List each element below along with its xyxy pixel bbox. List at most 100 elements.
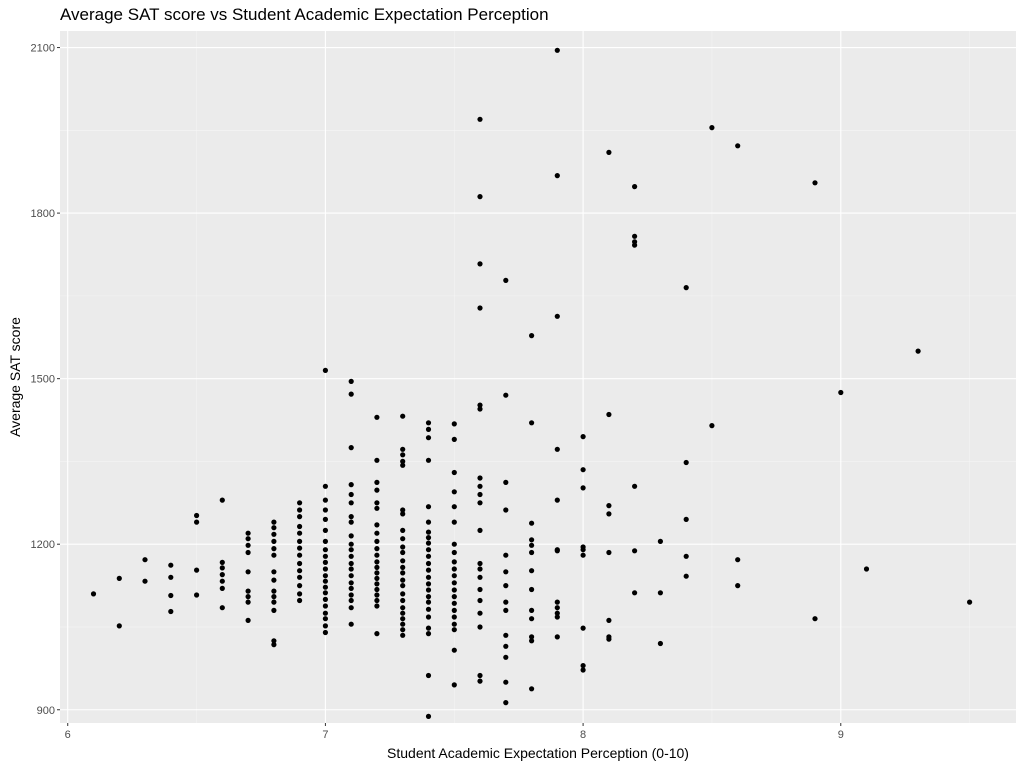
data-point: [400, 591, 406, 597]
y-tick-label: 2100: [31, 43, 55, 55]
data-point: [503, 583, 509, 589]
data-point: [168, 592, 174, 599]
data-point: [529, 586, 535, 593]
data-point: [451, 489, 457, 495]
data-point: [271, 577, 277, 583]
data-point: [451, 566, 457, 572]
data-point: [425, 553, 432, 559]
data-point: [477, 574, 483, 580]
data-point: [348, 500, 354, 506]
data-point: [322, 584, 328, 590]
data-point: [735, 143, 741, 149]
data-point: [580, 434, 586, 440]
data-point: [194, 512, 200, 519]
data-point: [322, 559, 328, 566]
data-point: [219, 605, 225, 611]
data-point: [529, 333, 535, 339]
data-point: [477, 610, 483, 616]
data-point: [477, 500, 483, 506]
data-point: [477, 305, 483, 311]
data-point: [348, 541, 354, 547]
data-point: [529, 420, 535, 426]
data-point: [580, 485, 586, 491]
data-point: [451, 580, 457, 586]
data-point: [400, 549, 406, 556]
data-point: [400, 616, 406, 622]
data-point: [322, 367, 328, 373]
data-point: [425, 672, 432, 679]
data-point: [297, 597, 303, 604]
data-point: [554, 610, 560, 616]
data-point: [374, 530, 380, 536]
x-axis-label: Student Academic Expectation Perception …: [387, 745, 689, 761]
data-point: [477, 597, 483, 604]
data-point: [297, 568, 303, 574]
data-point: [425, 426, 432, 432]
data-point: [477, 491, 483, 498]
data-point: [451, 600, 457, 606]
data-point: [245, 599, 251, 605]
x-tick-label: 6: [65, 729, 71, 741]
data-point: [245, 588, 251, 594]
data-point: [606, 411, 612, 418]
data-point: [348, 514, 354, 520]
data-point: [322, 538, 328, 545]
data-point: [632, 548, 638, 554]
data-point: [451, 573, 457, 579]
data-point: [503, 700, 509, 706]
data-point: [374, 631, 380, 637]
data-point: [219, 565, 225, 571]
data-point: [425, 457, 432, 463]
data-point: [503, 607, 509, 614]
data-point: [400, 558, 406, 564]
data-point: [322, 610, 328, 616]
data-point: [400, 462, 406, 468]
data-point: [451, 594, 457, 600]
data-point: [477, 624, 483, 630]
data-point: [400, 413, 406, 419]
data-point: [297, 574, 303, 580]
data-point: [657, 590, 664, 596]
data-point: [400, 527, 406, 534]
data-point: [503, 599, 509, 605]
data-point: [374, 603, 380, 609]
x-tick-label: 7: [322, 729, 328, 741]
data-point: [374, 552, 380, 558]
data-point: [477, 527, 483, 534]
data-point: [477, 116, 483, 122]
data-point: [425, 435, 432, 441]
data-point: [529, 520, 535, 526]
data-point: [425, 625, 432, 631]
data-point: [322, 497, 328, 503]
y-tick-label: 1800: [31, 208, 55, 220]
minor-gridlines: [60, 31, 1016, 723]
data-point: [219, 497, 225, 503]
data-point: [580, 552, 586, 558]
data-point: [580, 625, 586, 631]
data-point: [322, 483, 328, 489]
data-point: [529, 542, 535, 548]
data-point: [503, 507, 509, 513]
data-point: [219, 572, 225, 578]
data-point: [322, 578, 328, 584]
data-point: [503, 552, 509, 558]
data-point: [529, 568, 535, 574]
data-point: [451, 519, 457, 525]
data-point: [400, 536, 406, 542]
data-point: [168, 574, 174, 580]
data-point: [374, 586, 380, 593]
data-point: [116, 575, 122, 582]
data-point: [271, 588, 277, 594]
data-point: [503, 679, 509, 685]
data-point: [503, 569, 509, 575]
plot-panel: [60, 31, 1016, 723]
data-point: [271, 519, 277, 525]
data-point: [400, 452, 406, 458]
data-point: [348, 580, 354, 586]
data-point: [709, 423, 715, 429]
data-point: [400, 597, 406, 604]
data-point: [348, 592, 354, 598]
data-point: [632, 483, 638, 489]
data-point: [451, 469, 457, 476]
